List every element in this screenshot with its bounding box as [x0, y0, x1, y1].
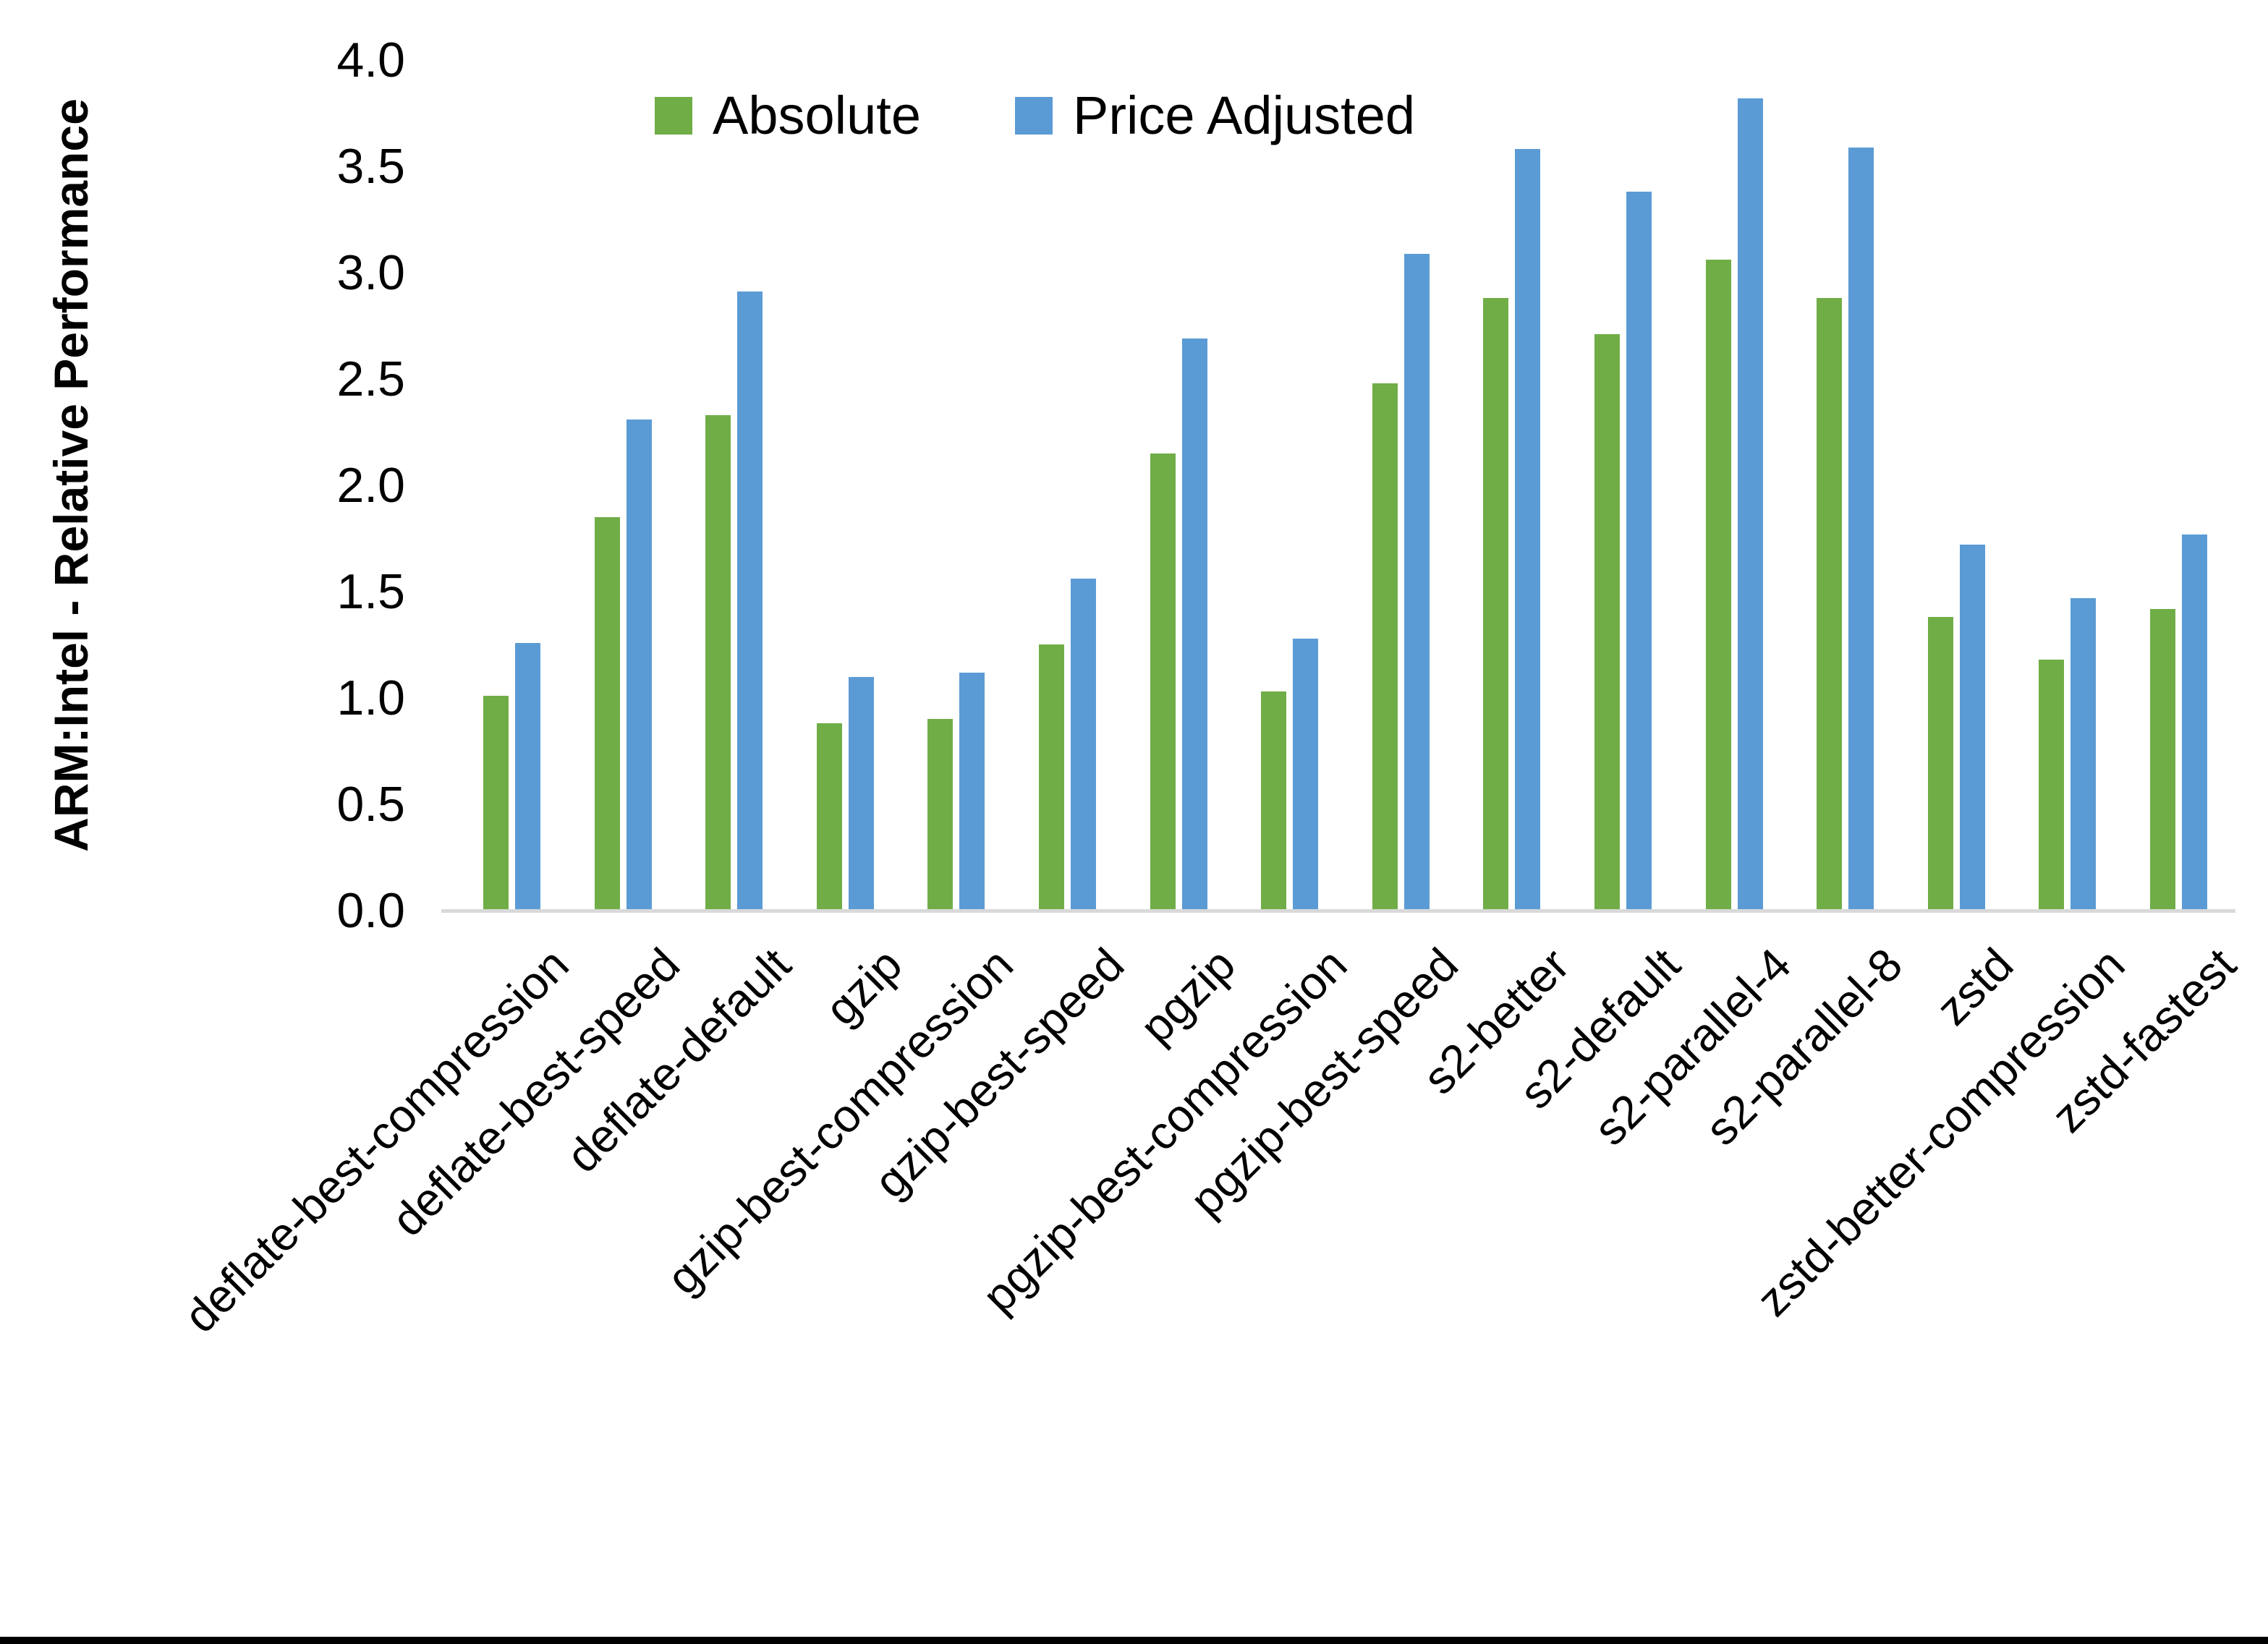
bar-price-adjusted — [515, 643, 540, 911]
bar-price-adjusted — [1404, 254, 1430, 911]
bar-absolute — [1706, 260, 1731, 911]
bar-absolute — [1261, 691, 1286, 911]
bar-absolute — [927, 719, 953, 911]
image-bottom-border — [0, 1637, 2268, 1644]
bar-absolute — [1817, 298, 1842, 911]
bar-absolute — [1483, 298, 1508, 911]
legend-item-price-adjusted: Price Adjusted — [1014, 85, 1416, 145]
y-tick-label: 3.0 — [336, 245, 405, 300]
bar-price-adjusted — [2182, 534, 2207, 911]
bar-price-adjusted — [737, 291, 763, 911]
bar-absolute — [2150, 609, 2175, 911]
y-tick-label: 3.5 — [336, 139, 405, 194]
bar-price-adjusted — [627, 419, 652, 911]
bar-absolute — [483, 696, 509, 911]
bar-absolute — [1594, 334, 1620, 911]
x-category-label: gzip — [815, 938, 912, 1036]
legend-label: Price Adjusted — [1072, 85, 1416, 145]
x-axis-line — [441, 909, 2235, 913]
chart-legend: Absolute Price Adjusted — [655, 87, 1509, 145]
y-tick-label: 1.5 — [336, 564, 405, 619]
legend-label: Absolute — [713, 85, 921, 145]
bar-absolute — [1372, 383, 1398, 911]
legend-swatch-price-adjusted — [1014, 97, 1053, 135]
bar-price-adjusted — [1626, 192, 1652, 911]
y-tick-label: 2.0 — [336, 458, 405, 513]
legend-item-absolute: Absolute — [655, 87, 921, 145]
y-tick-label: 1.0 — [336, 670, 405, 725]
bar-absolute — [1150, 453, 1176, 911]
bar-price-adjusted — [1738, 98, 1763, 911]
bar-price-adjusted — [1071, 579, 1096, 911]
bar-price-adjusted — [1848, 148, 1874, 911]
y-tick-label: 0.0 — [336, 883, 405, 938]
bar-price-adjusted — [849, 677, 874, 911]
bar-absolute — [595, 517, 620, 911]
bar-absolute — [1039, 644, 1064, 911]
legend-swatch-absolute — [655, 97, 692, 135]
bar-absolute — [705, 415, 731, 911]
bar-price-adjusted — [1182, 338, 1207, 911]
y-tick-label: 2.5 — [336, 352, 405, 406]
bar-price-adjusted — [1293, 639, 1318, 911]
y-tick-label: 0.5 — [336, 777, 405, 832]
bar-absolute — [817, 723, 842, 911]
bar-absolute — [1928, 617, 1953, 911]
bar-price-adjusted — [1960, 545, 1985, 911]
bar-price-adjusted — [959, 673, 985, 911]
bar-price-adjusted — [1515, 149, 1540, 911]
y-tick-label: 4.0 — [336, 33, 405, 88]
x-category-label: zstd — [1926, 938, 2023, 1036]
bar-absolute — [2039, 660, 2064, 911]
y-axis-title: ARM:Intel - Relative Performance — [44, 98, 98, 852]
bar-price-adjusted — [2070, 598, 2096, 911]
